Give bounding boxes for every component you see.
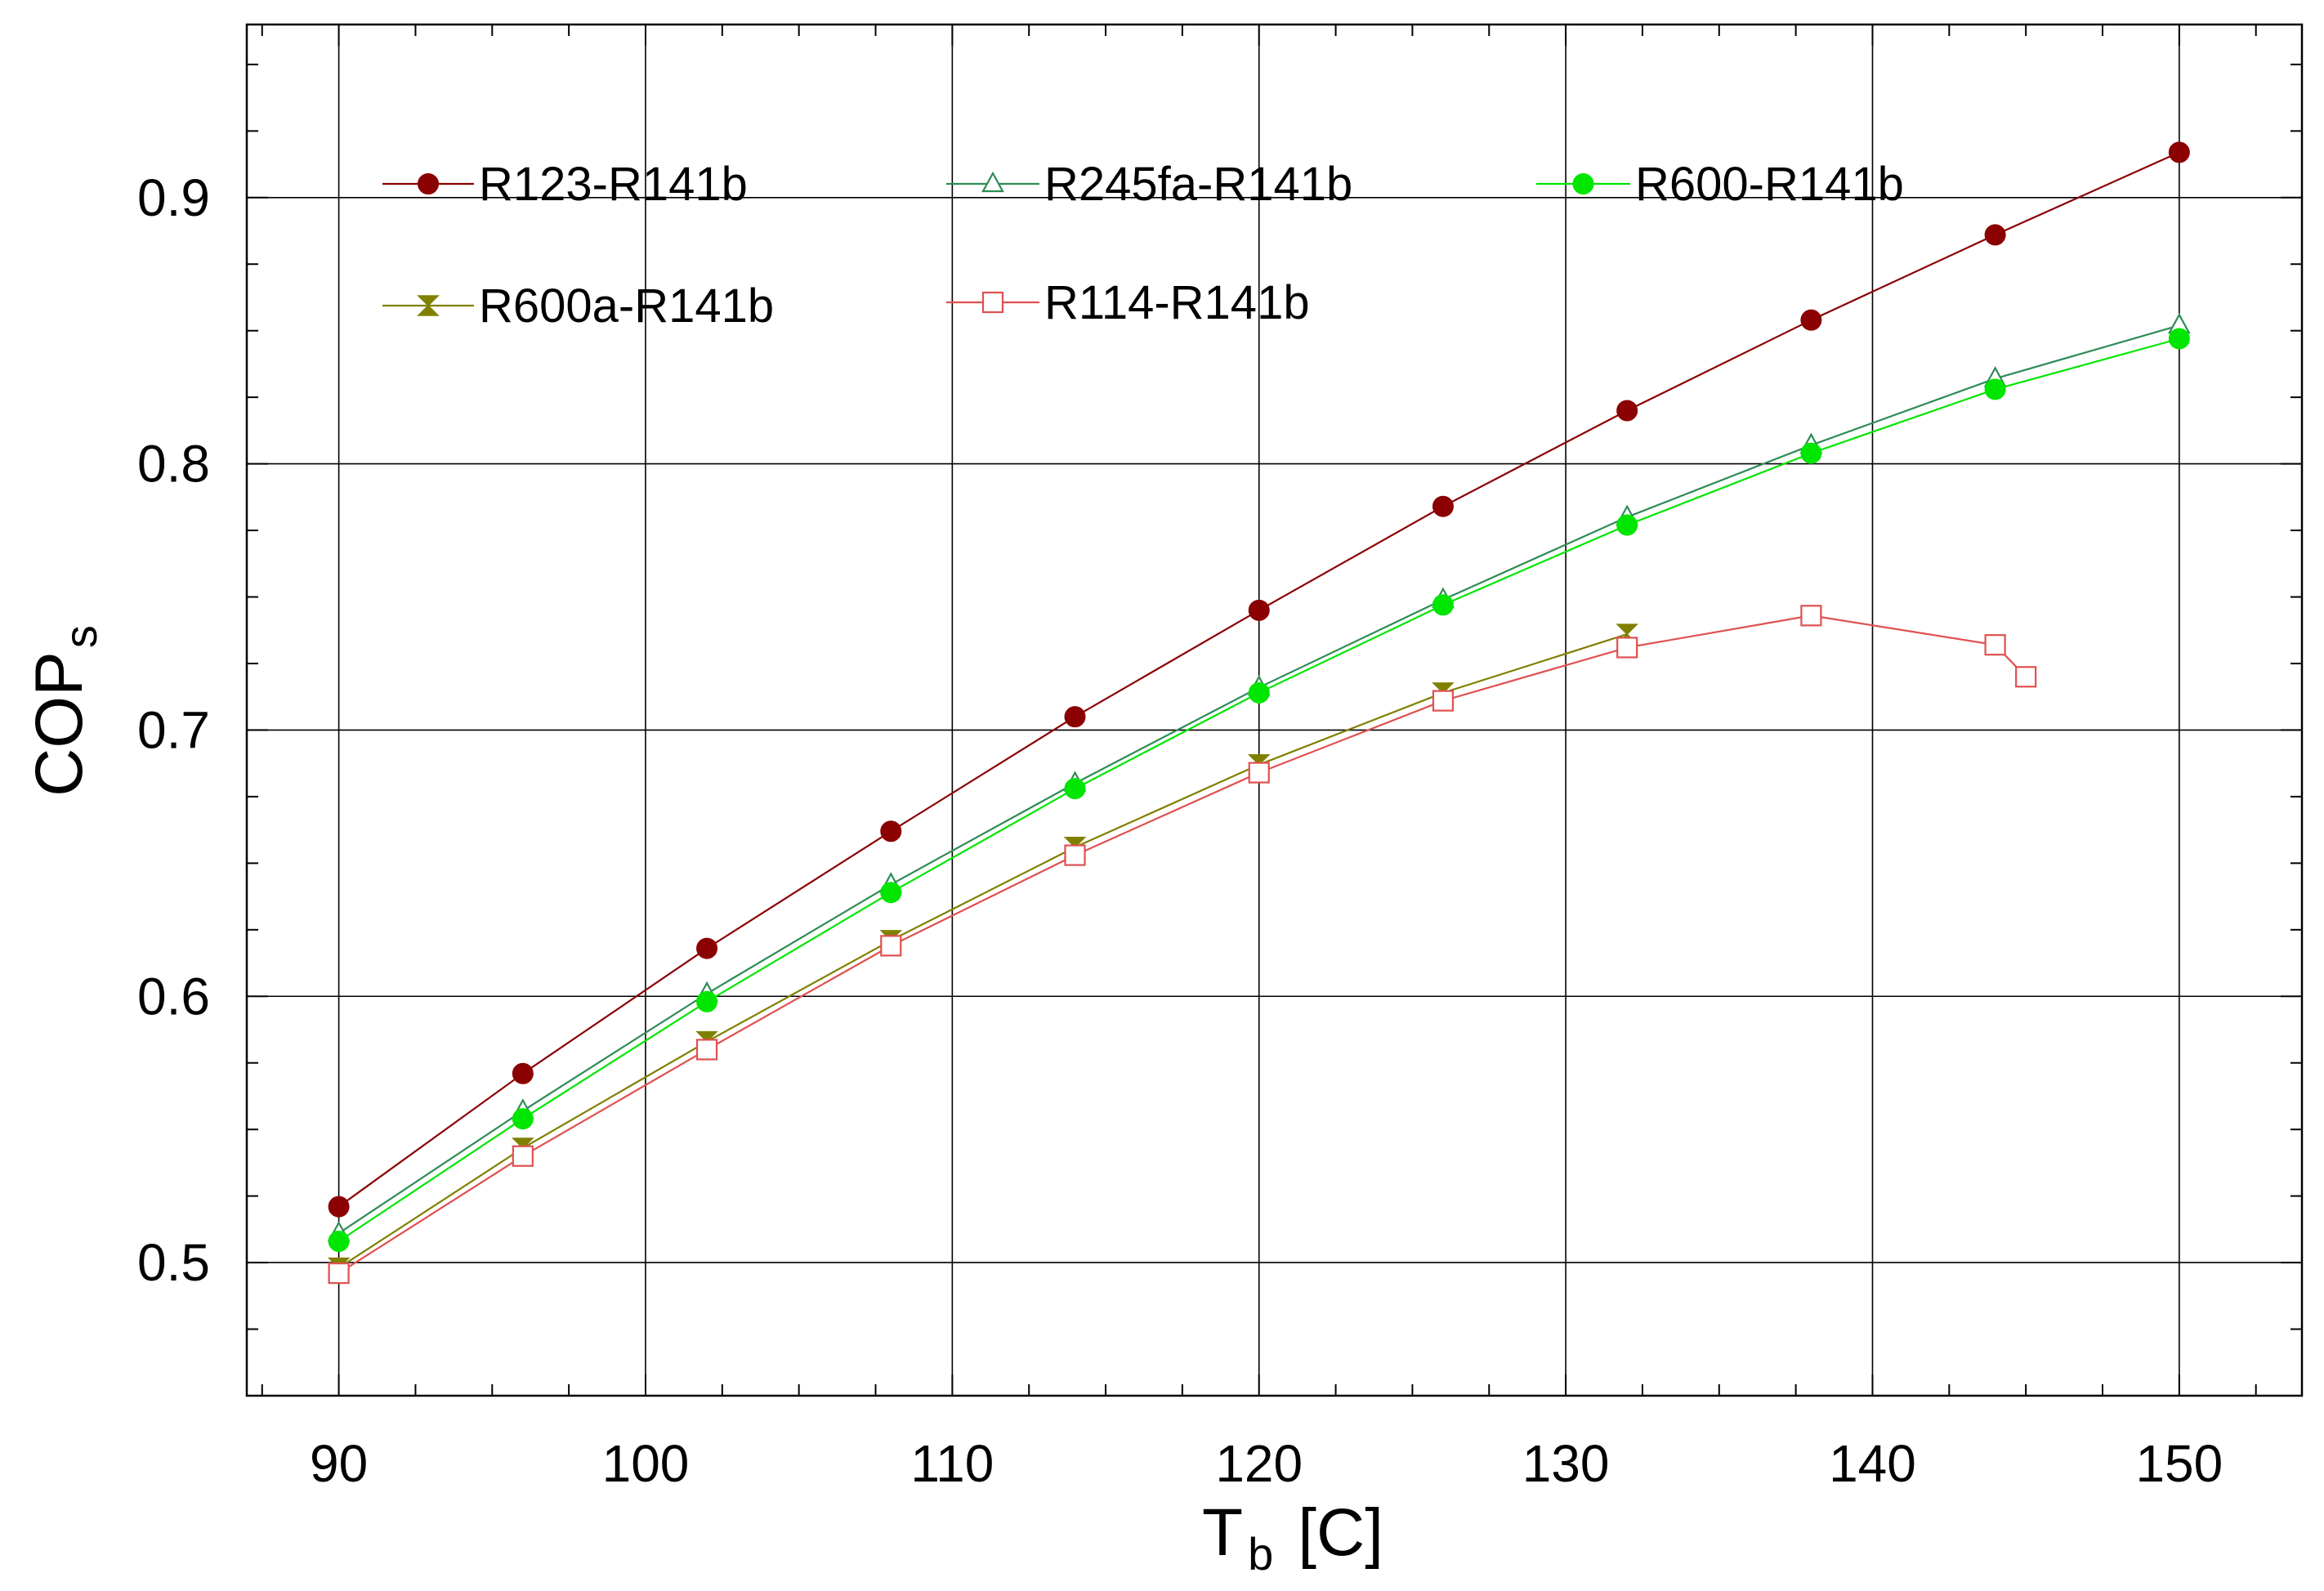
data-point xyxy=(1064,706,1086,728)
series-points-R600-R141b xyxy=(328,328,2190,1253)
legend-marker xyxy=(981,171,1004,193)
data-point xyxy=(695,1039,718,1061)
data-point xyxy=(1616,514,1638,536)
legend-item: R245fa-R141b xyxy=(946,158,1352,211)
data-point xyxy=(2015,666,2037,688)
data-point xyxy=(328,1263,350,1285)
series-R114-R141b xyxy=(338,615,2027,1275)
data-point xyxy=(2168,328,2190,350)
y-tick-label: 0.5 xyxy=(137,1233,210,1292)
series-line xyxy=(337,633,1628,1269)
y-axis-title: COP s xyxy=(22,625,106,797)
series-line xyxy=(338,615,2027,1275)
series-points-R600a-R141b xyxy=(327,623,1638,1279)
legend-label: R245fa-R141b xyxy=(1044,158,1352,211)
data-point xyxy=(512,1108,534,1130)
data-point xyxy=(1248,762,1270,784)
data-point xyxy=(1248,682,1270,704)
legend-item: R114-R141b xyxy=(946,276,1310,329)
series-points-R123-R141b xyxy=(328,141,2190,1218)
x-axis-title-unit: [C] xyxy=(1298,1495,1383,1570)
y-axis-title-main: COP xyxy=(22,651,96,797)
y-tick-label: 0.6 xyxy=(137,967,210,1026)
data-point xyxy=(1248,599,1270,621)
data-point xyxy=(1064,778,1086,800)
legend: R123-R141b R245fa-R141b R600-R141b R600a-R1… xyxy=(382,158,1904,333)
data-point xyxy=(1800,605,1822,627)
x-tick-label: 100 xyxy=(602,1434,690,1493)
y-tick-label: 0.8 xyxy=(137,435,210,494)
data-point xyxy=(1432,690,1455,712)
y-tick-label: 0.9 xyxy=(137,168,210,227)
x-tick-label: 130 xyxy=(1522,1434,1610,1493)
y-tick-label: 0.7 xyxy=(137,700,210,759)
data-point xyxy=(2168,141,2190,163)
x-tick-label: 110 xyxy=(910,1434,994,1493)
data-point xyxy=(696,990,718,1012)
legend-label: R600-R141b xyxy=(1635,158,1904,211)
data-point xyxy=(1984,378,2006,400)
data-point xyxy=(512,1062,534,1084)
data-point xyxy=(1984,224,2006,246)
legend-item: R600-R141b xyxy=(1536,158,1904,211)
plot-frame xyxy=(245,23,2304,1397)
data-point xyxy=(1984,634,2006,656)
ticks xyxy=(247,25,2302,1397)
legend-label: R114-R141b xyxy=(1044,276,1310,329)
series-points-R114-R141b xyxy=(328,605,2037,1285)
data-point xyxy=(1616,400,1638,422)
legend-marker xyxy=(417,295,440,316)
legend-item: R600a-R141b xyxy=(382,279,774,333)
legend-label: R600a-R141b xyxy=(479,279,774,333)
data-point xyxy=(1432,594,1454,616)
legend-label: R123-R141b xyxy=(479,158,748,211)
data-point xyxy=(1616,637,1638,659)
legend-marker xyxy=(418,173,439,194)
legend-item: R123-R141b xyxy=(382,158,748,211)
series-layer xyxy=(327,141,2191,1285)
series-R600a-R141b xyxy=(337,633,1628,1269)
x-tick-label: 140 xyxy=(1829,1434,1916,1493)
x-tick-label: 90 xyxy=(310,1434,368,1493)
x-axis-title-main: T xyxy=(1202,1495,1243,1570)
grid xyxy=(247,25,2302,1396)
data-point xyxy=(512,1145,534,1167)
y-axis-title-sub: s xyxy=(55,625,106,648)
legend-marker xyxy=(981,291,1004,314)
data-point xyxy=(880,820,902,842)
x-tick-label: 120 xyxy=(1215,1434,1303,1493)
x-axis-title-sub: b xyxy=(1248,1528,1273,1580)
legend-marker xyxy=(1572,173,1594,194)
data-point xyxy=(328,1231,350,1253)
data-point xyxy=(1800,442,1822,464)
x-tick-label: 150 xyxy=(2135,1434,2223,1493)
data-point xyxy=(328,1195,350,1218)
data-point xyxy=(880,935,902,957)
data-point xyxy=(696,937,718,959)
data-point xyxy=(880,882,902,904)
tick-labels: 90 100 110 120 130 140 150 0.5 0.6 0.7 0.8 0.9 xyxy=(137,168,2223,1493)
data-point xyxy=(1800,309,1822,331)
data-point xyxy=(1432,495,1454,517)
data-point xyxy=(1064,844,1086,866)
